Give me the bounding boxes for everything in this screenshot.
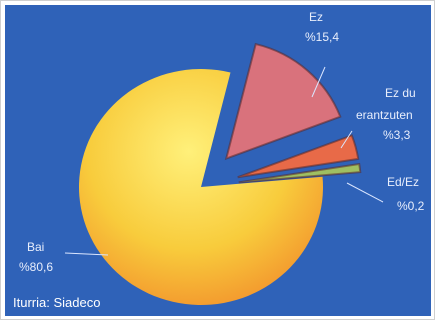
slice-value-ez: %15,4	[305, 30, 339, 44]
slice-label-ez: Ez	[309, 10, 323, 24]
pie-chart: Ez %15,4 Ez du erantzuten %3,3 Ed/Ez %0,…	[19, 10, 425, 305]
slice-label-ezdu-1: Ez du	[385, 86, 416, 100]
pie-labels: Ez %15,4 Ez du erantzuten %3,3 Ed/Ez %0,…	[19, 10, 425, 274]
slice-label-bai: Bai	[27, 240, 44, 254]
slice-value-edez: %0,2	[397, 199, 425, 213]
pie-slice-2	[237, 134, 360, 179]
slice-value-bai: %80,6	[19, 260, 53, 274]
pie-slices	[78, 42, 362, 305]
source-label: Iturria: Siadeco	[13, 295, 101, 310]
pie-slice-1	[224, 42, 342, 161]
pie-slice-3	[238, 162, 362, 184]
chart-panel: Ez %15,4 Ez du erantzuten %3,3 Ed/Ez %0,…	[5, 5, 431, 316]
slice-label-ezdu-2: erantzuten	[356, 108, 413, 122]
pie-slice-0	[78, 69, 324, 305]
slice-label-edez: Ed/Ez	[387, 175, 419, 189]
slice-value-ezdu: %3,3	[383, 128, 411, 142]
